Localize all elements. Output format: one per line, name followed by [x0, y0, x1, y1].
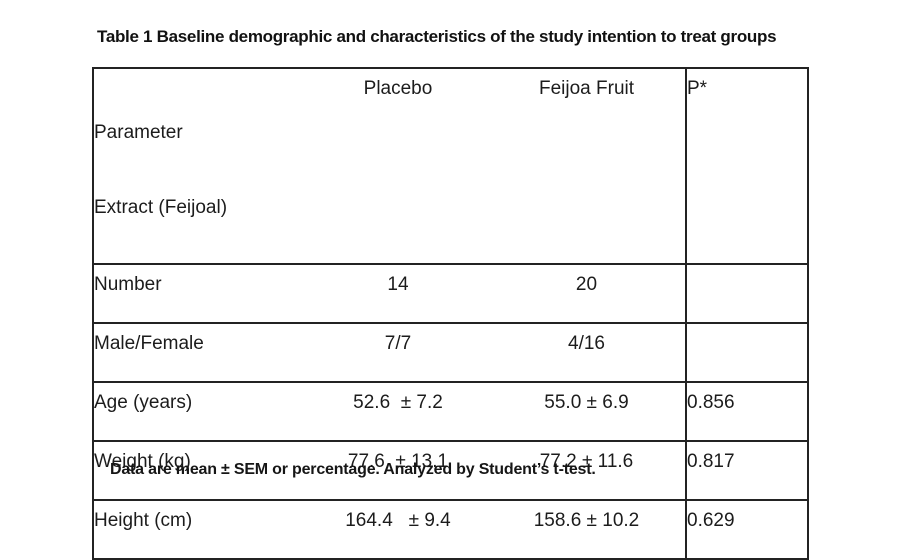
table-row-number: Number 14 20 [93, 263, 808, 324]
header-parameter-line1: Parameter [94, 121, 183, 143]
cell-p-value: 0.817 [685, 440, 808, 501]
cell-placebo-value: 77.6 ± 13.1 [308, 440, 488, 501]
header-cell-feijoa-fruit: Feijoa Fruit [488, 68, 686, 265]
cell-feijoa-value: 55.0 ± 6.9 [488, 381, 686, 442]
table-row-male-female: Male/Female 7/7 4/16 [93, 322, 808, 383]
cell-parameter: Weight (kg) [93, 440, 308, 501]
cell-parameter: Number [93, 263, 308, 324]
table-row-weight: Weight (kg) 77.6 ± 13.1 77.2 ± 11.6 0.81… [93, 440, 808, 501]
cell-parameter: Age (years) [93, 381, 308, 442]
cell-p-value: 0.856 [685, 381, 808, 442]
header-cell-parameter: Parameter Extract (Feijoal) [93, 68, 308, 265]
table-footnote: Data are mean ± SEM or percentage. Analy… [110, 461, 596, 478]
page-title: Table 1 Baseline demographic and charact… [97, 27, 777, 46]
table-header-row: Parameter Extract (Feijoal) Placebo Feij… [93, 68, 808, 265]
cell-placebo-value: 7/7 [308, 322, 488, 383]
demographics-table: Parameter Extract (Feijoal) Placebo Feij… [92, 67, 809, 560]
cell-feijoa-value: 4/16 [488, 322, 686, 383]
cell-p-value [685, 263, 808, 324]
header-cell-p-value: P* [685, 68, 808, 265]
cell-p-value [685, 322, 808, 383]
cell-feijoa-value: 77.2 ± 11.6 [488, 440, 686, 501]
cell-placebo-value: 52.6 ± 7.2 [308, 381, 488, 442]
header-parameter-line2: Extract (Feijoal) [94, 197, 228, 219]
header-cell-placebo: Placebo [308, 68, 488, 265]
cell-parameter: Male/Female [93, 322, 308, 383]
cell-placebo-value: 14 [308, 263, 488, 324]
cell-feijoa-value: 20 [488, 263, 686, 324]
table-row-age: Age (years) 52.6 ± 7.2 55.0 ± 6.9 0.856 [93, 381, 808, 442]
